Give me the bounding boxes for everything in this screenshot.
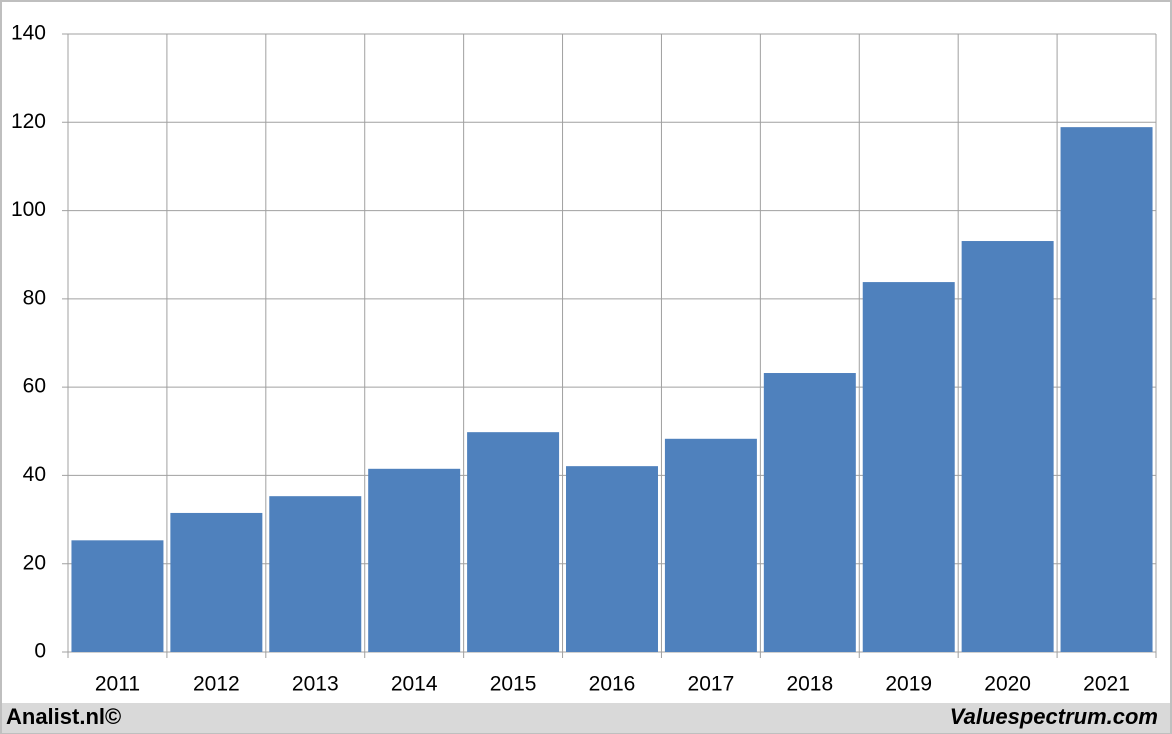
bar [763,373,856,652]
y-tick-label: 140 [11,22,46,45]
y-tick-label: 0 [34,640,46,663]
y-tick-label: 20 [23,551,46,574]
bar [467,432,560,652]
x-tick-label: 2017 [688,673,735,696]
footer-band [2,703,1170,733]
bar [862,282,955,652]
x-tick-label: 2019 [885,673,932,696]
y-tick-label: 60 [23,375,46,398]
bar [269,496,362,652]
y-tick-label: 40 [23,463,46,486]
x-tick-label: 2020 [984,673,1031,696]
bar [961,241,1054,652]
x-tick-label: 2013 [292,673,339,696]
x-tick-label: 2016 [589,673,636,696]
bar [566,466,658,652]
bar [170,512,263,652]
bar [71,540,164,652]
x-tick-label: 2021 [1083,673,1130,696]
y-tick-label: 80 [23,286,46,309]
y-tick-label: 100 [11,198,46,221]
footer-left: Analist.nl© [6,704,121,729]
x-tick-label: 2011 [95,673,140,696]
x-tick-label: 2015 [490,673,537,696]
bar [368,468,461,652]
x-tick-label: 2018 [786,673,833,696]
bar [664,438,757,652]
x-tick-label: 2012 [193,673,240,696]
bar [1060,127,1153,653]
footer-right: Valuespectrum.com [950,704,1158,729]
y-tick-label: 120 [11,110,46,133]
x-tick-label: 2014 [391,673,438,696]
